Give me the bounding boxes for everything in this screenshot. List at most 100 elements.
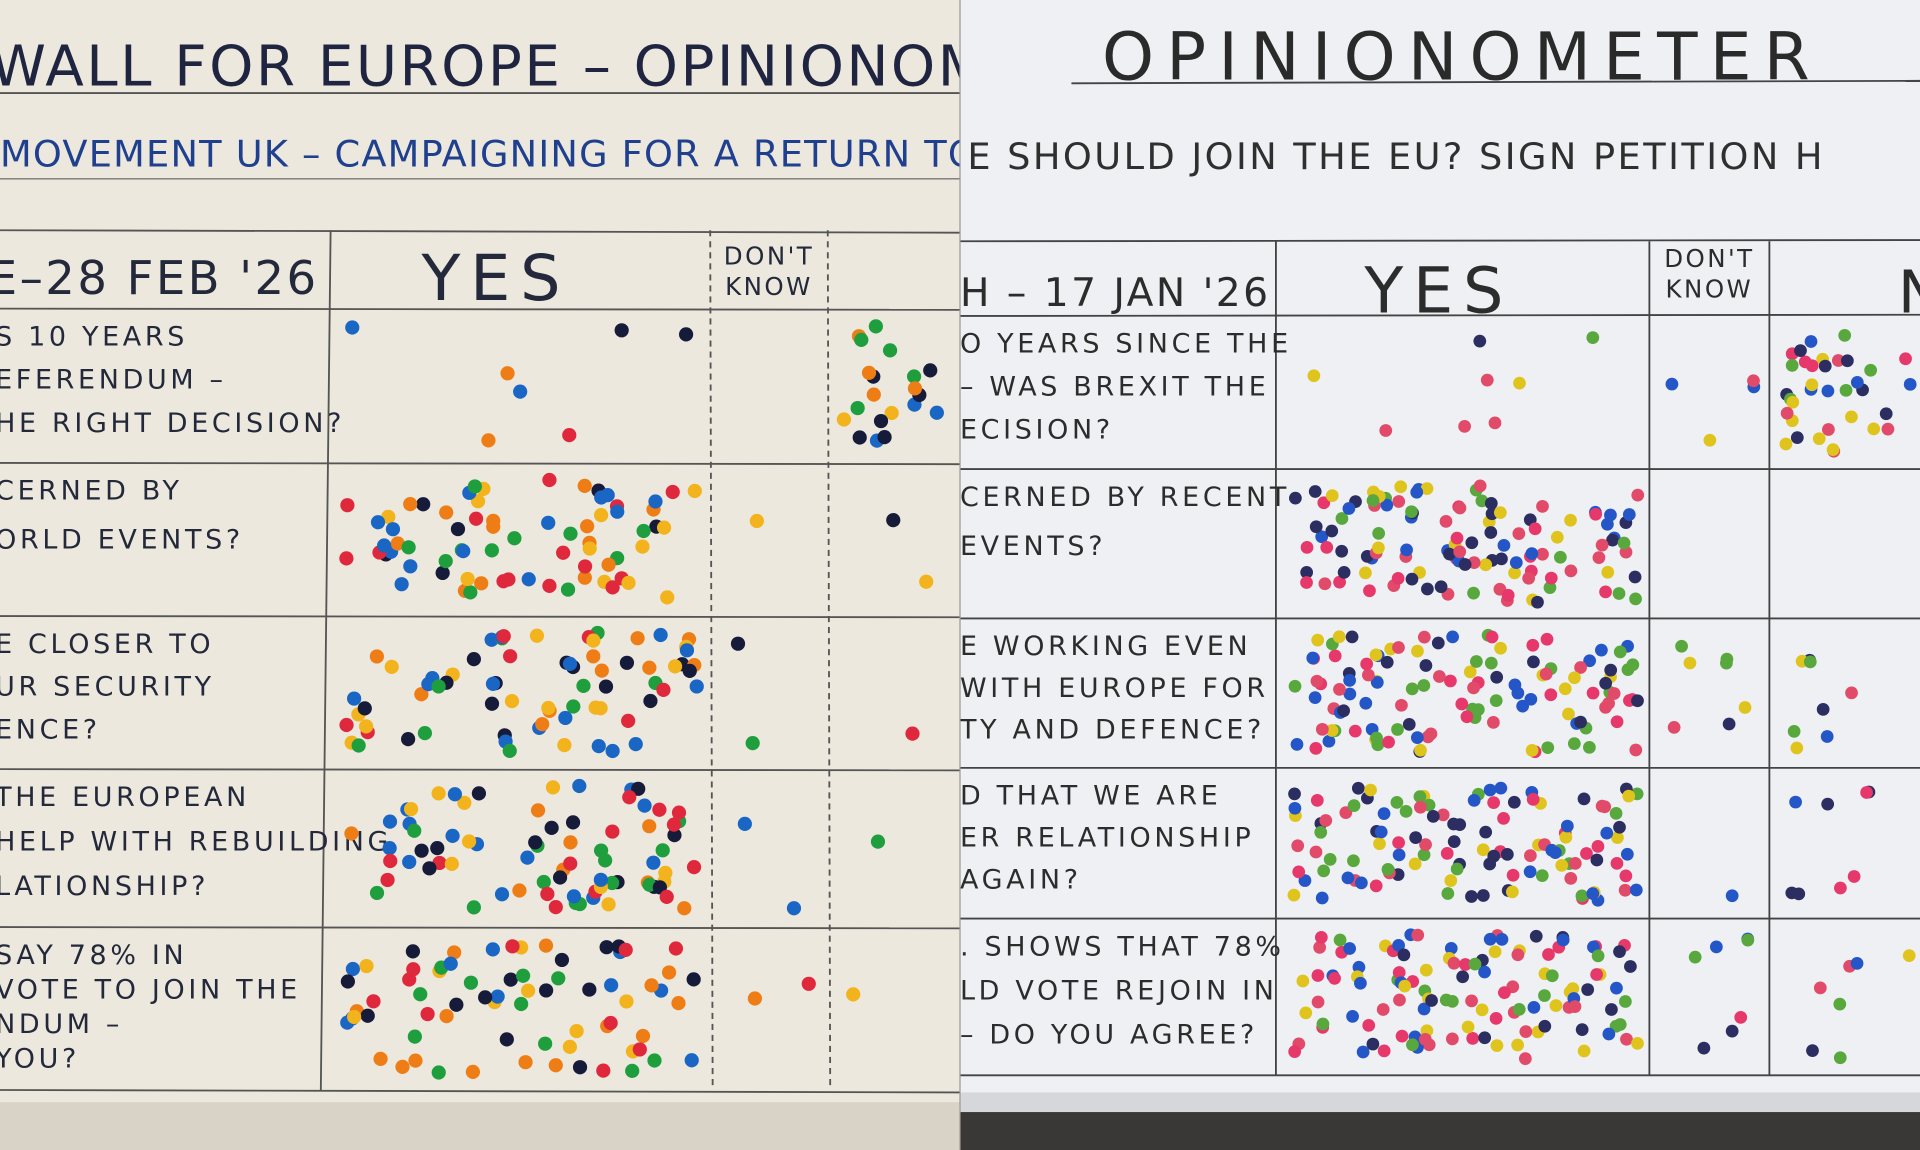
vote-sticker	[636, 523, 651, 539]
vote-sticker	[604, 978, 619, 993]
vote-sticker	[1790, 741, 1804, 755]
vote-sticker	[1453, 501, 1467, 515]
board-surface	[960, 0, 1920, 1150]
vote-sticker	[1309, 845, 1323, 859]
vote-sticker	[562, 1039, 577, 1054]
right-board: OPINIONOMETER E SHOULD JOIN THE EU? SIGN …	[960, 0, 1920, 1150]
vote-sticker	[1479, 825, 1493, 839]
vote-sticker	[1595, 643, 1608, 657]
vote-sticker	[619, 655, 635, 670]
vote-sticker	[1790, 431, 1804, 444]
vote-sticker	[1426, 810, 1440, 823]
vote-sticker	[1362, 1018, 1376, 1032]
vote-sticker	[1617, 536, 1631, 550]
vote-sticker	[401, 540, 416, 555]
vote-sticker	[1583, 654, 1596, 668]
vote-sticker	[1511, 1038, 1525, 1052]
vote-sticker	[1360, 657, 1374, 671]
vote-sticker	[403, 559, 418, 574]
vote-sticker	[1314, 825, 1328, 839]
vote-sticker	[801, 976, 816, 991]
vote-sticker	[1467, 681, 1480, 695]
vote-sticker	[621, 713, 636, 728]
vote-sticker	[1410, 485, 1424, 499]
vote-sticker	[1337, 704, 1351, 718]
question-line: AGAIN?	[960, 865, 1082, 896]
vote-sticker	[401, 732, 416, 747]
vote-sticker	[1363, 584, 1376, 598]
vote-sticker	[929, 405, 944, 420]
vote-sticker	[594, 508, 609, 523]
vote-sticker	[601, 557, 616, 572]
vote-sticker	[562, 656, 578, 672]
vote-sticker	[439, 505, 454, 520]
question-line: S 10 YEARS	[0, 321, 188, 352]
vote-sticker	[1529, 929, 1543, 943]
vote-sticker	[501, 572, 516, 587]
vote-sticker	[514, 996, 529, 1012]
vote-sticker	[1453, 818, 1467, 831]
vote-sticker	[1433, 670, 1446, 683]
vote-sticker	[1463, 665, 1477, 679]
vote-sticker	[1600, 826, 1614, 840]
vote-sticker	[1337, 566, 1351, 579]
vote-sticker	[449, 997, 464, 1012]
vote-sticker	[1860, 786, 1873, 799]
vote-sticker	[572, 1060, 588, 1075]
vote-sticker	[1460, 710, 1474, 724]
vote-sticker	[1345, 630, 1359, 644]
vote-sticker	[1821, 797, 1835, 811]
vote-sticker	[1850, 375, 1864, 389]
vote-sticker	[668, 941, 684, 956]
vote-sticker	[1417, 679, 1431, 692]
vote-sticker	[347, 691, 362, 706]
vote-sticker	[1483, 857, 1497, 871]
vote-sticker	[1325, 489, 1339, 503]
vote-sticker	[1461, 1020, 1475, 1034]
vote-sticker	[1467, 586, 1480, 600]
vote-sticker	[1475, 1003, 1489, 1017]
vote-sticker	[1509, 556, 1523, 569]
vote-sticker	[1589, 507, 1602, 521]
vote-sticker	[1879, 407, 1893, 421]
vote-sticker	[1411, 644, 1424, 658]
vote-sticker	[1613, 645, 1627, 659]
vote-sticker	[1525, 744, 1539, 757]
vote-sticker	[394, 577, 409, 592]
vote-sticker	[1408, 857, 1422, 871]
vote-sticker	[1495, 932, 1509, 946]
header-date: E–28 FEB '26	[0, 251, 319, 305]
vote-sticker	[1526, 638, 1540, 652]
vote-sticker	[1513, 376, 1526, 390]
vote-sticker	[1392, 495, 1406, 508]
rule	[1071, 79, 1920, 85]
vote-sticker	[542, 472, 557, 488]
question-line: . SHOWS THAT 78%	[960, 931, 1285, 962]
vote-sticker	[1577, 792, 1591, 806]
vote-sticker	[1522, 571, 1536, 585]
vote-sticker	[1447, 956, 1461, 970]
vote-sticker	[556, 545, 571, 560]
vote-sticker	[1320, 540, 1334, 554]
vote-sticker	[1328, 649, 1342, 663]
vote-sticker	[1394, 480, 1408, 494]
vote-sticker	[652, 802, 667, 817]
board-subtitle: E SHOULD JOIN THE EU? SIGN PETITION H	[967, 135, 1825, 178]
vote-sticker	[1720, 656, 1733, 670]
vote-sticker	[1487, 796, 1501, 810]
vote-sticker	[1494, 506, 1507, 520]
vote-sticker	[1458, 558, 1472, 571]
vote-sticker	[1399, 805, 1413, 818]
vote-sticker	[1867, 422, 1881, 436]
vote-sticker	[1902, 949, 1916, 963]
vote-sticker	[906, 369, 922, 384]
vote-sticker	[870, 834, 886, 849]
vote-sticker	[1347, 854, 1360, 868]
vote-sticker	[1747, 374, 1760, 388]
vote-sticker	[466, 900, 481, 915]
vote-sticker	[1490, 1039, 1504, 1053]
vote-sticker	[1710, 940, 1723, 954]
vote-sticker	[413, 987, 428, 1002]
question-line: THE EUROPEAN	[0, 782, 250, 813]
board-surface	[0, 0, 960, 1150]
